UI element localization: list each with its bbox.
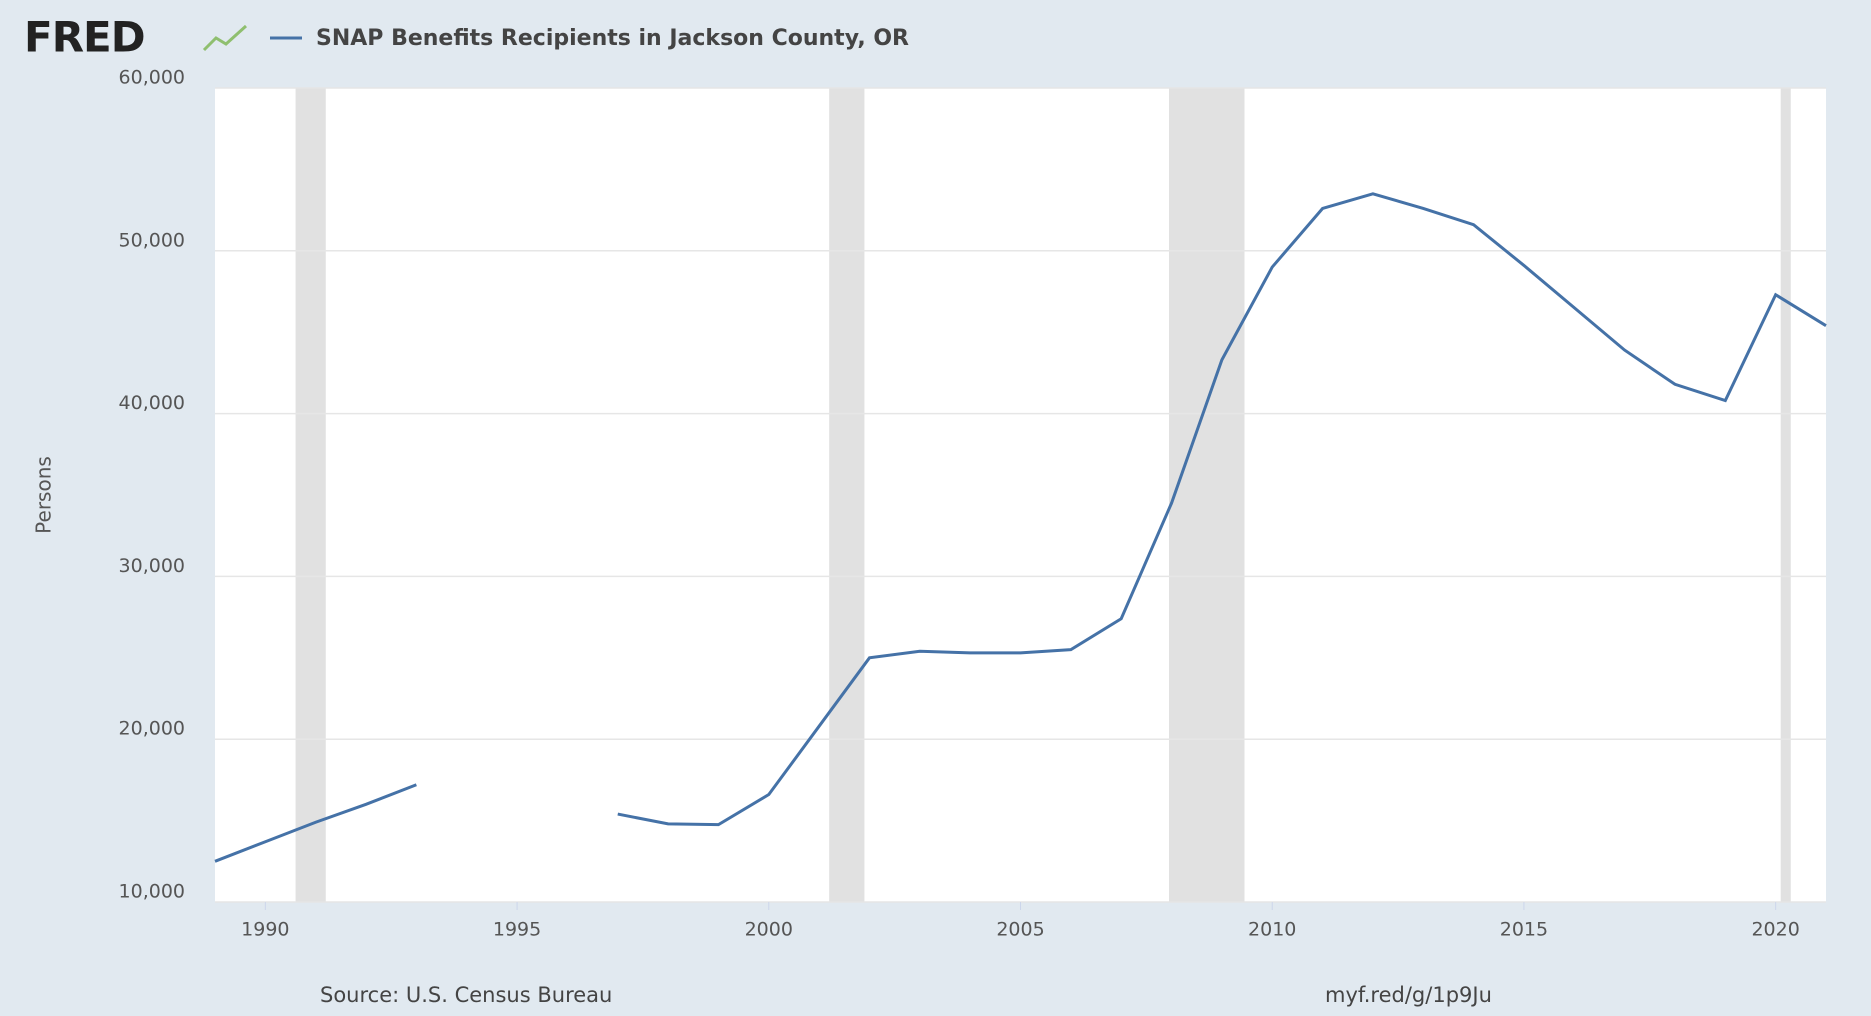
x-tick-label: 2005	[996, 919, 1044, 941]
data-line	[214, 192, 1827, 863]
x-tick-label: 1990	[241, 919, 289, 941]
recession-band	[829, 88, 865, 902]
url: myf.red/g/1p9Ju	[1325, 983, 1492, 1007]
recession-band	[1780, 88, 1791, 902]
y-tick-label: 50,000	[119, 229, 185, 251]
x-tick-label: 2015	[1500, 919, 1548, 941]
y-tick-label: 60,000	[119, 67, 185, 89]
y-tick-label: 10,000	[119, 881, 185, 903]
x-tick-label: 2000	[745, 919, 793, 941]
logo: FRED	[24, 13, 145, 62]
y-tick-label: 40,000	[119, 392, 185, 414]
y-axis-label: Persons	[32, 456, 56, 534]
plot-area	[215, 88, 1826, 902]
y-tick-label: 20,000	[119, 718, 185, 740]
recession-band	[1169, 88, 1245, 902]
x-tick-label: 2020	[1751, 919, 1799, 941]
source: Source: U.S. Census Bureau	[320, 983, 612, 1007]
chart-title: SNAP Benefits Recipients in Jackson Coun…	[316, 26, 909, 51]
x-tick-label: 1995	[493, 919, 541, 941]
y-tick-label: 30,000	[119, 555, 185, 577]
recession-band	[295, 88, 326, 902]
logo-icon	[202, 24, 248, 52]
x-tick-label: 2010	[1248, 919, 1296, 941]
